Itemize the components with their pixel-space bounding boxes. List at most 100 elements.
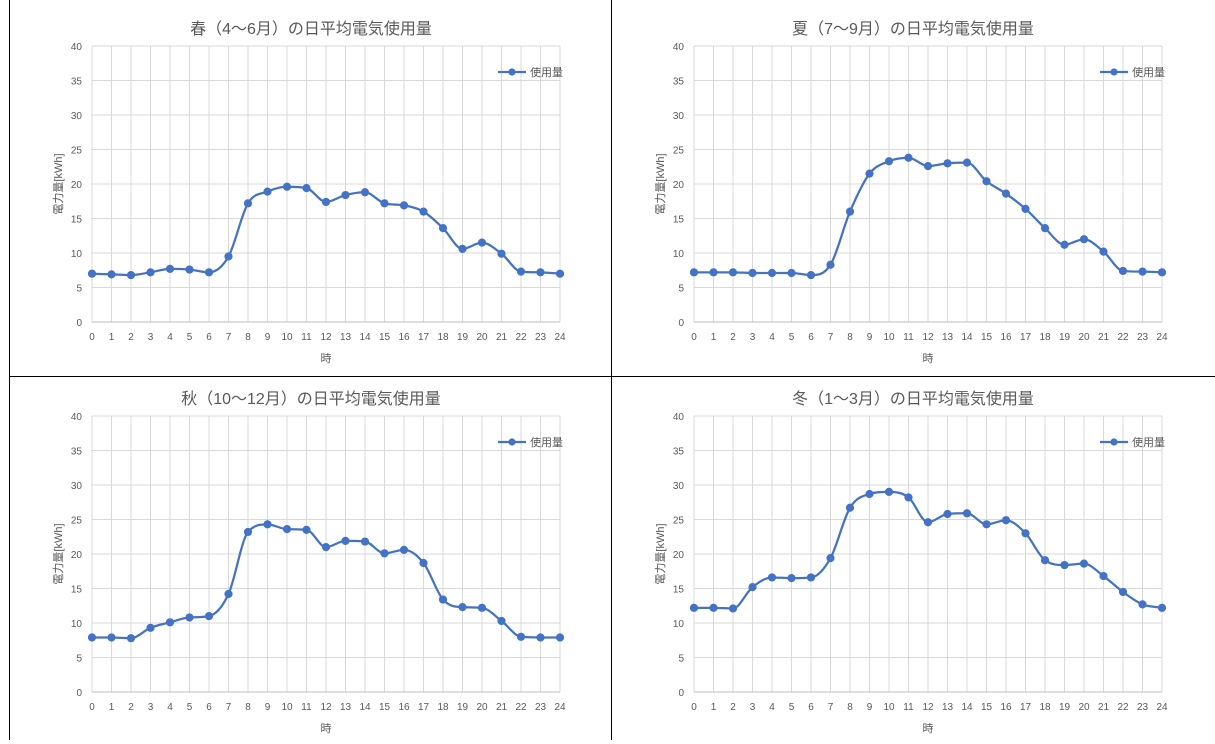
data-point	[243, 527, 253, 537]
y-tick-label: 5	[678, 284, 684, 295]
x-tick-label: 23	[1137, 332, 1149, 343]
x-tick-label: 12	[922, 332, 934, 343]
data-point	[923, 518, 933, 527]
x-tick-label: 1	[711, 702, 717, 713]
x-tick-label: 15	[379, 332, 391, 343]
data-point	[282, 525, 292, 534]
x-tick-label: 13	[942, 332, 954, 343]
x-tick-label: 5	[187, 332, 193, 343]
data-point	[516, 632, 526, 641]
data-point	[1040, 556, 1050, 565]
data-point	[497, 249, 506, 258]
data-point	[787, 268, 796, 278]
data-point	[1079, 235, 1089, 244]
x-tick-label: 20	[476, 332, 488, 343]
data-point	[845, 207, 855, 216]
data-point	[865, 489, 874, 499]
data-point	[904, 153, 913, 162]
x-tick-label: 6	[206, 702, 212, 713]
data-point	[1021, 204, 1030, 213]
y-tick-label: 0	[76, 318, 82, 329]
legend-label: 使用量	[1132, 66, 1165, 79]
data-point	[1099, 247, 1108, 256]
y-tick-label: 5	[76, 654, 82, 665]
y-tick-label: 30	[71, 111, 83, 122]
legend-marker	[508, 68, 516, 76]
data-point	[767, 268, 777, 278]
y-tick-label: 20	[673, 180, 685, 191]
data-point	[1060, 560, 1069, 570]
x-tick-label: 21	[496, 702, 508, 713]
x-tick-label: 6	[808, 702, 814, 713]
x-tick-label: 19	[457, 332, 469, 343]
data-point	[224, 589, 233, 599]
data-point	[204, 268, 214, 277]
data-point	[204, 612, 214, 621]
data-point	[962, 509, 972, 518]
data-point	[555, 269, 565, 278]
chart-title: 夏（7〜9月）の日平均電気使用量	[792, 20, 1034, 38]
x-tick-label: 20	[1078, 332, 1090, 343]
x-tick-label: 14	[359, 332, 371, 343]
data-point	[458, 603, 467, 612]
data-point	[477, 603, 487, 612]
data-point	[146, 268, 155, 277]
y-tick-label: 25	[71, 516, 83, 527]
data-point	[419, 558, 428, 568]
x-tick-label: 24	[554, 332, 566, 343]
x-tick-label: 12	[922, 702, 934, 713]
x-tick-label: 7	[226, 332, 232, 343]
data-point	[1060, 240, 1069, 249]
frame-middle-divider	[611, 0, 612, 740]
x-tick-label: 16	[398, 702, 410, 713]
x-tick-label: 6	[206, 332, 212, 343]
data-point	[380, 549, 389, 558]
x-tick-label: 5	[187, 702, 193, 713]
y-tick-label: 0	[678, 318, 684, 329]
data-point	[845, 503, 855, 512]
data-point	[1001, 516, 1011, 525]
x-axis-title: 時	[321, 722, 332, 735]
y-tick-label: 35	[71, 77, 83, 88]
x-tick-label: 13	[340, 332, 352, 343]
x-tick-label: 21	[1098, 702, 1110, 713]
y-tick-label: 40	[71, 412, 83, 423]
x-tick-label: 19	[457, 702, 469, 713]
x-tick-label: 2	[128, 332, 134, 343]
y-tick-label: 5	[76, 284, 82, 295]
gridlines	[91, 415, 561, 693]
x-tick-label: 20	[476, 702, 488, 713]
legend: 使用量	[498, 436, 563, 449]
x-tick-label: 18	[1039, 702, 1051, 713]
data-point	[477, 238, 487, 247]
data-point	[904, 493, 913, 502]
y-tick-label: 30	[71, 481, 83, 492]
data-point	[87, 633, 97, 642]
y-tick-label: 25	[673, 516, 685, 527]
x-tick-label: 1	[109, 702, 115, 713]
data-point	[516, 267, 526, 276]
x-tick-label: 11	[301, 332, 312, 343]
x-tick-label: 11	[903, 702, 914, 713]
y-axis-title: 電力量[kWh]	[654, 523, 667, 584]
x-tick-label: 3	[148, 702, 154, 713]
x-tick-label: 14	[359, 702, 371, 713]
x-tick-label: 17	[1020, 332, 1032, 343]
data-point	[185, 613, 194, 622]
data-point	[1157, 603, 1167, 612]
data-point	[709, 603, 718, 612]
x-tick-label: 22	[515, 702, 527, 713]
x-tick-label: 19	[1059, 332, 1071, 343]
data-point	[536, 633, 545, 642]
data-point	[536, 268, 545, 277]
x-tick-label: 4	[167, 702, 173, 713]
x-tick-label: 23	[535, 702, 547, 713]
x-tick-label: 16	[398, 332, 410, 343]
x-tick-label: 2	[730, 332, 736, 343]
data-point	[1157, 268, 1167, 277]
x-tick-label: 0	[691, 332, 697, 343]
x-tick-label: 18	[437, 332, 449, 343]
x-tick-label: 9	[867, 702, 873, 713]
